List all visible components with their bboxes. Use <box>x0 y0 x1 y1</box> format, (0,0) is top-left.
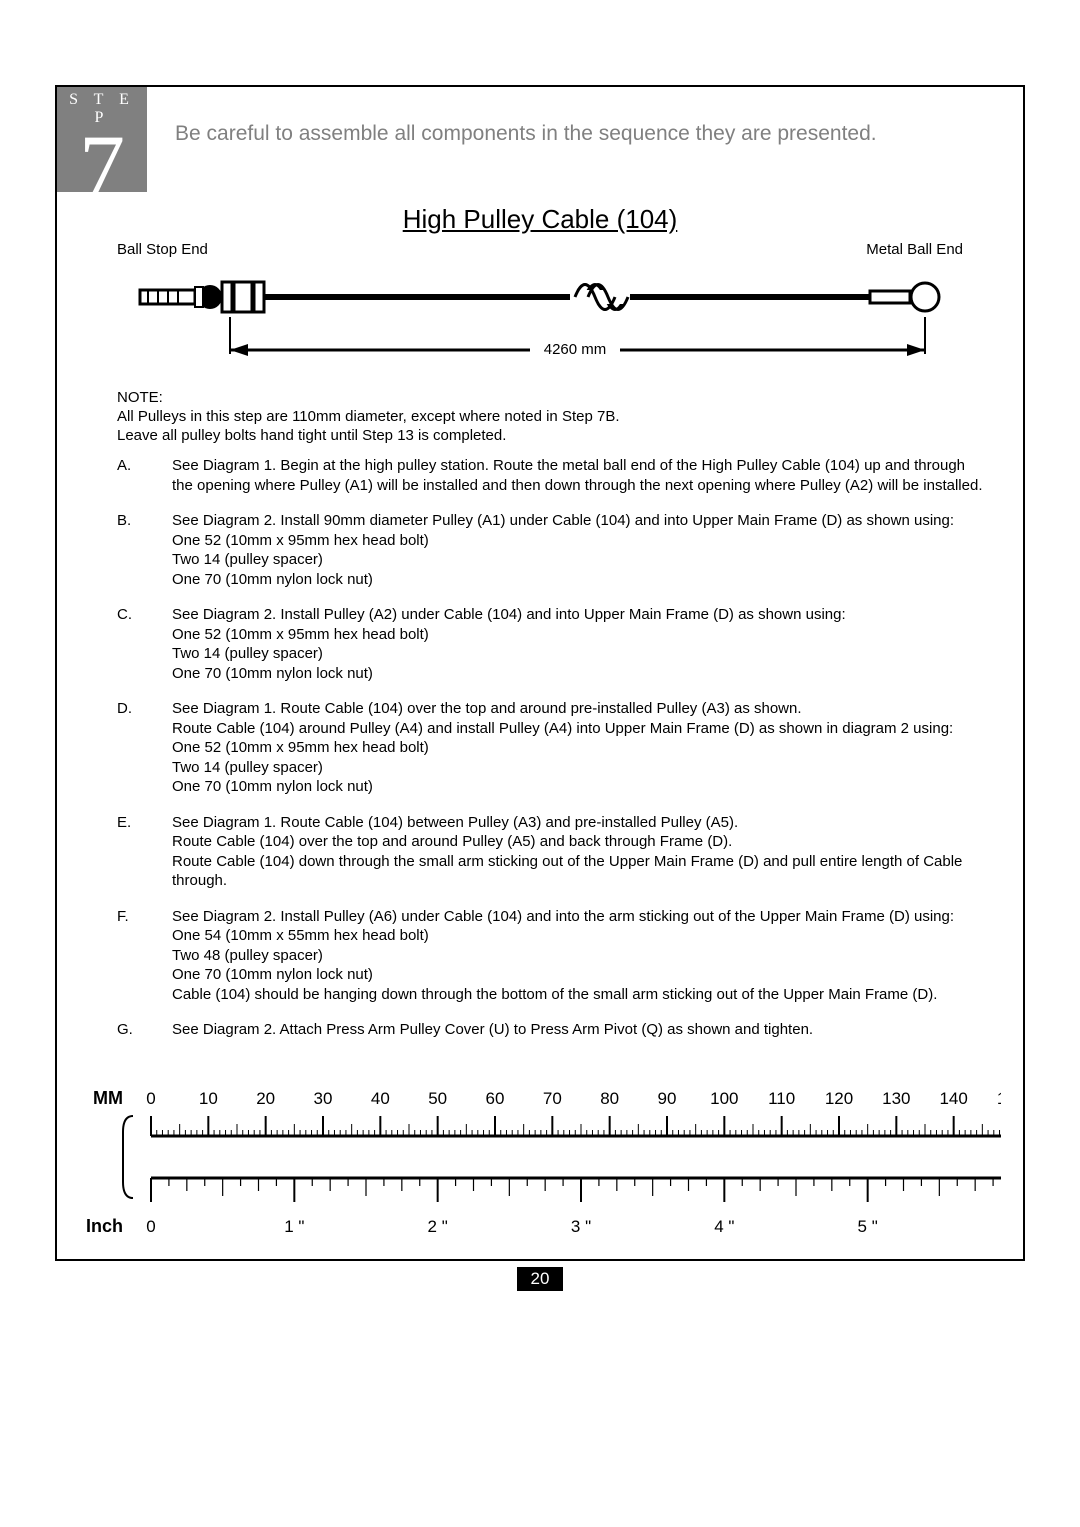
instruction-item: C.See Diagram 2. Install Pulley (A2) und… <box>117 605 983 683</box>
instruction-text: See Diagram 1. Route Cable (104) between… <box>172 813 983 891</box>
note-block: NOTE: All Pulleys in this step are 110mm… <box>57 377 1023 450</box>
instruction-text: See Diagram 2. Install 90mm diameter Pul… <box>172 511 983 589</box>
cable-length-label: 4260 mm <box>544 341 607 358</box>
svg-text:1 ": 1 " <box>284 1217 304 1236</box>
svg-text:0: 0 <box>146 1089 155 1108</box>
instruction-letter: B. <box>117 511 172 589</box>
svg-text:80: 80 <box>600 1089 619 1108</box>
svg-text:MM: MM <box>93 1088 123 1108</box>
instruction-text: See Diagram 1. Begin at the high pulley … <box>172 456 983 495</box>
svg-text:100: 100 <box>710 1089 738 1108</box>
instruction-letter: D. <box>117 699 172 797</box>
instruction-letter: C. <box>117 605 172 683</box>
svg-text:20: 20 <box>256 1089 275 1108</box>
instruction-text: See Diagram 1. Route Cable (104) over th… <box>172 699 983 797</box>
instruction-text: See Diagram 2. Install Pulley (A2) under… <box>172 605 983 683</box>
instruction-letter: A. <box>117 456 172 495</box>
step-box: S T E P 7 <box>57 87 147 192</box>
svg-text:50: 50 <box>428 1089 447 1108</box>
instruction-letter: G. <box>117 1020 172 1040</box>
svg-text:60: 60 <box>486 1089 505 1108</box>
ruler-svg: MM 0 10 20 30 40 50 60 70 80 90 100 110 120 130 140 150 I… <box>81 1082 1001 1242</box>
instruction-item: A.See Diagram 1. Begin at the high pulle… <box>117 456 983 495</box>
instruction-letter: E. <box>117 813 172 891</box>
instruction-item: G.See Diagram 2. Attach Press Arm Pulley… <box>117 1020 983 1040</box>
diagram-title: High Pulley Cable (104) <box>57 204 1023 235</box>
note-line1: All Pulleys in this step are 110mm diame… <box>117 408 1003 425</box>
svg-text:10: 10 <box>199 1089 218 1108</box>
svg-text:Inch: Inch <box>86 1216 123 1236</box>
svg-text:150: 150 <box>997 1089 1001 1108</box>
svg-text:90: 90 <box>658 1089 677 1108</box>
svg-text:110: 110 <box>768 1089 795 1108</box>
instruction-item: F.See Diagram 2. Install Pulley (A6) und… <box>117 907 983 1005</box>
cable-diagram: Ball Stop End Metal Ball End <box>117 241 963 377</box>
instruction-text: See Diagram 2. Install Pulley (A6) under… <box>172 907 983 1005</box>
page-number-wrap: 20 <box>55 1267 1025 1291</box>
svg-text:30: 30 <box>314 1089 333 1108</box>
note-line2: Leave all pulley bolts hand tight until … <box>117 427 1003 444</box>
instruction-text: See Diagram 2. Attach Press Arm Pulley C… <box>172 1020 983 1040</box>
instruction-letter: F. <box>117 907 172 1005</box>
note-heading: NOTE: <box>117 389 1003 406</box>
svg-text:120: 120 <box>825 1089 853 1108</box>
right-cable-label: Metal Ball End <box>866 241 963 258</box>
svg-text:40: 40 <box>371 1089 390 1108</box>
step-header: S T E P 7 Be careful to assemble all com… <box>57 87 1023 192</box>
svg-text:0: 0 <box>146 1217 155 1236</box>
instruction-item: E.See Diagram 1. Route Cable (104) betwe… <box>117 813 983 891</box>
instruction-list: A.See Diagram 1. Begin at the high pulle… <box>57 450 1023 1066</box>
step-number: 7 <box>57 127 147 207</box>
svg-text:4 ": 4 " <box>714 1217 734 1236</box>
cable-svg: 4260 mm <box>117 262 963 372</box>
svg-text:70: 70 <box>543 1089 562 1108</box>
page-border: S T E P 7 Be careful to assemble all com… <box>55 85 1025 1261</box>
caution-text: Be careful to assemble all components in… <box>147 87 1023 146</box>
instruction-item: B.See Diagram 2. Install 90mm diameter P… <box>117 511 983 589</box>
ruler-block: MM 0 10 20 30 40 50 60 70 80 90 100 110 120 130 140 150 I… <box>57 1066 1023 1259</box>
left-cable-label: Ball Stop End <box>117 241 208 258</box>
svg-text:3 ": 3 " <box>571 1217 591 1236</box>
svg-text:130: 130 <box>882 1089 910 1108</box>
svg-text:2 ": 2 " <box>428 1217 448 1236</box>
instruction-item: D.See Diagram 1. Route Cable (104) over … <box>117 699 983 797</box>
svg-text:5 ": 5 " <box>858 1217 878 1236</box>
svg-text:140: 140 <box>939 1089 967 1108</box>
page-number: 20 <box>517 1267 564 1291</box>
